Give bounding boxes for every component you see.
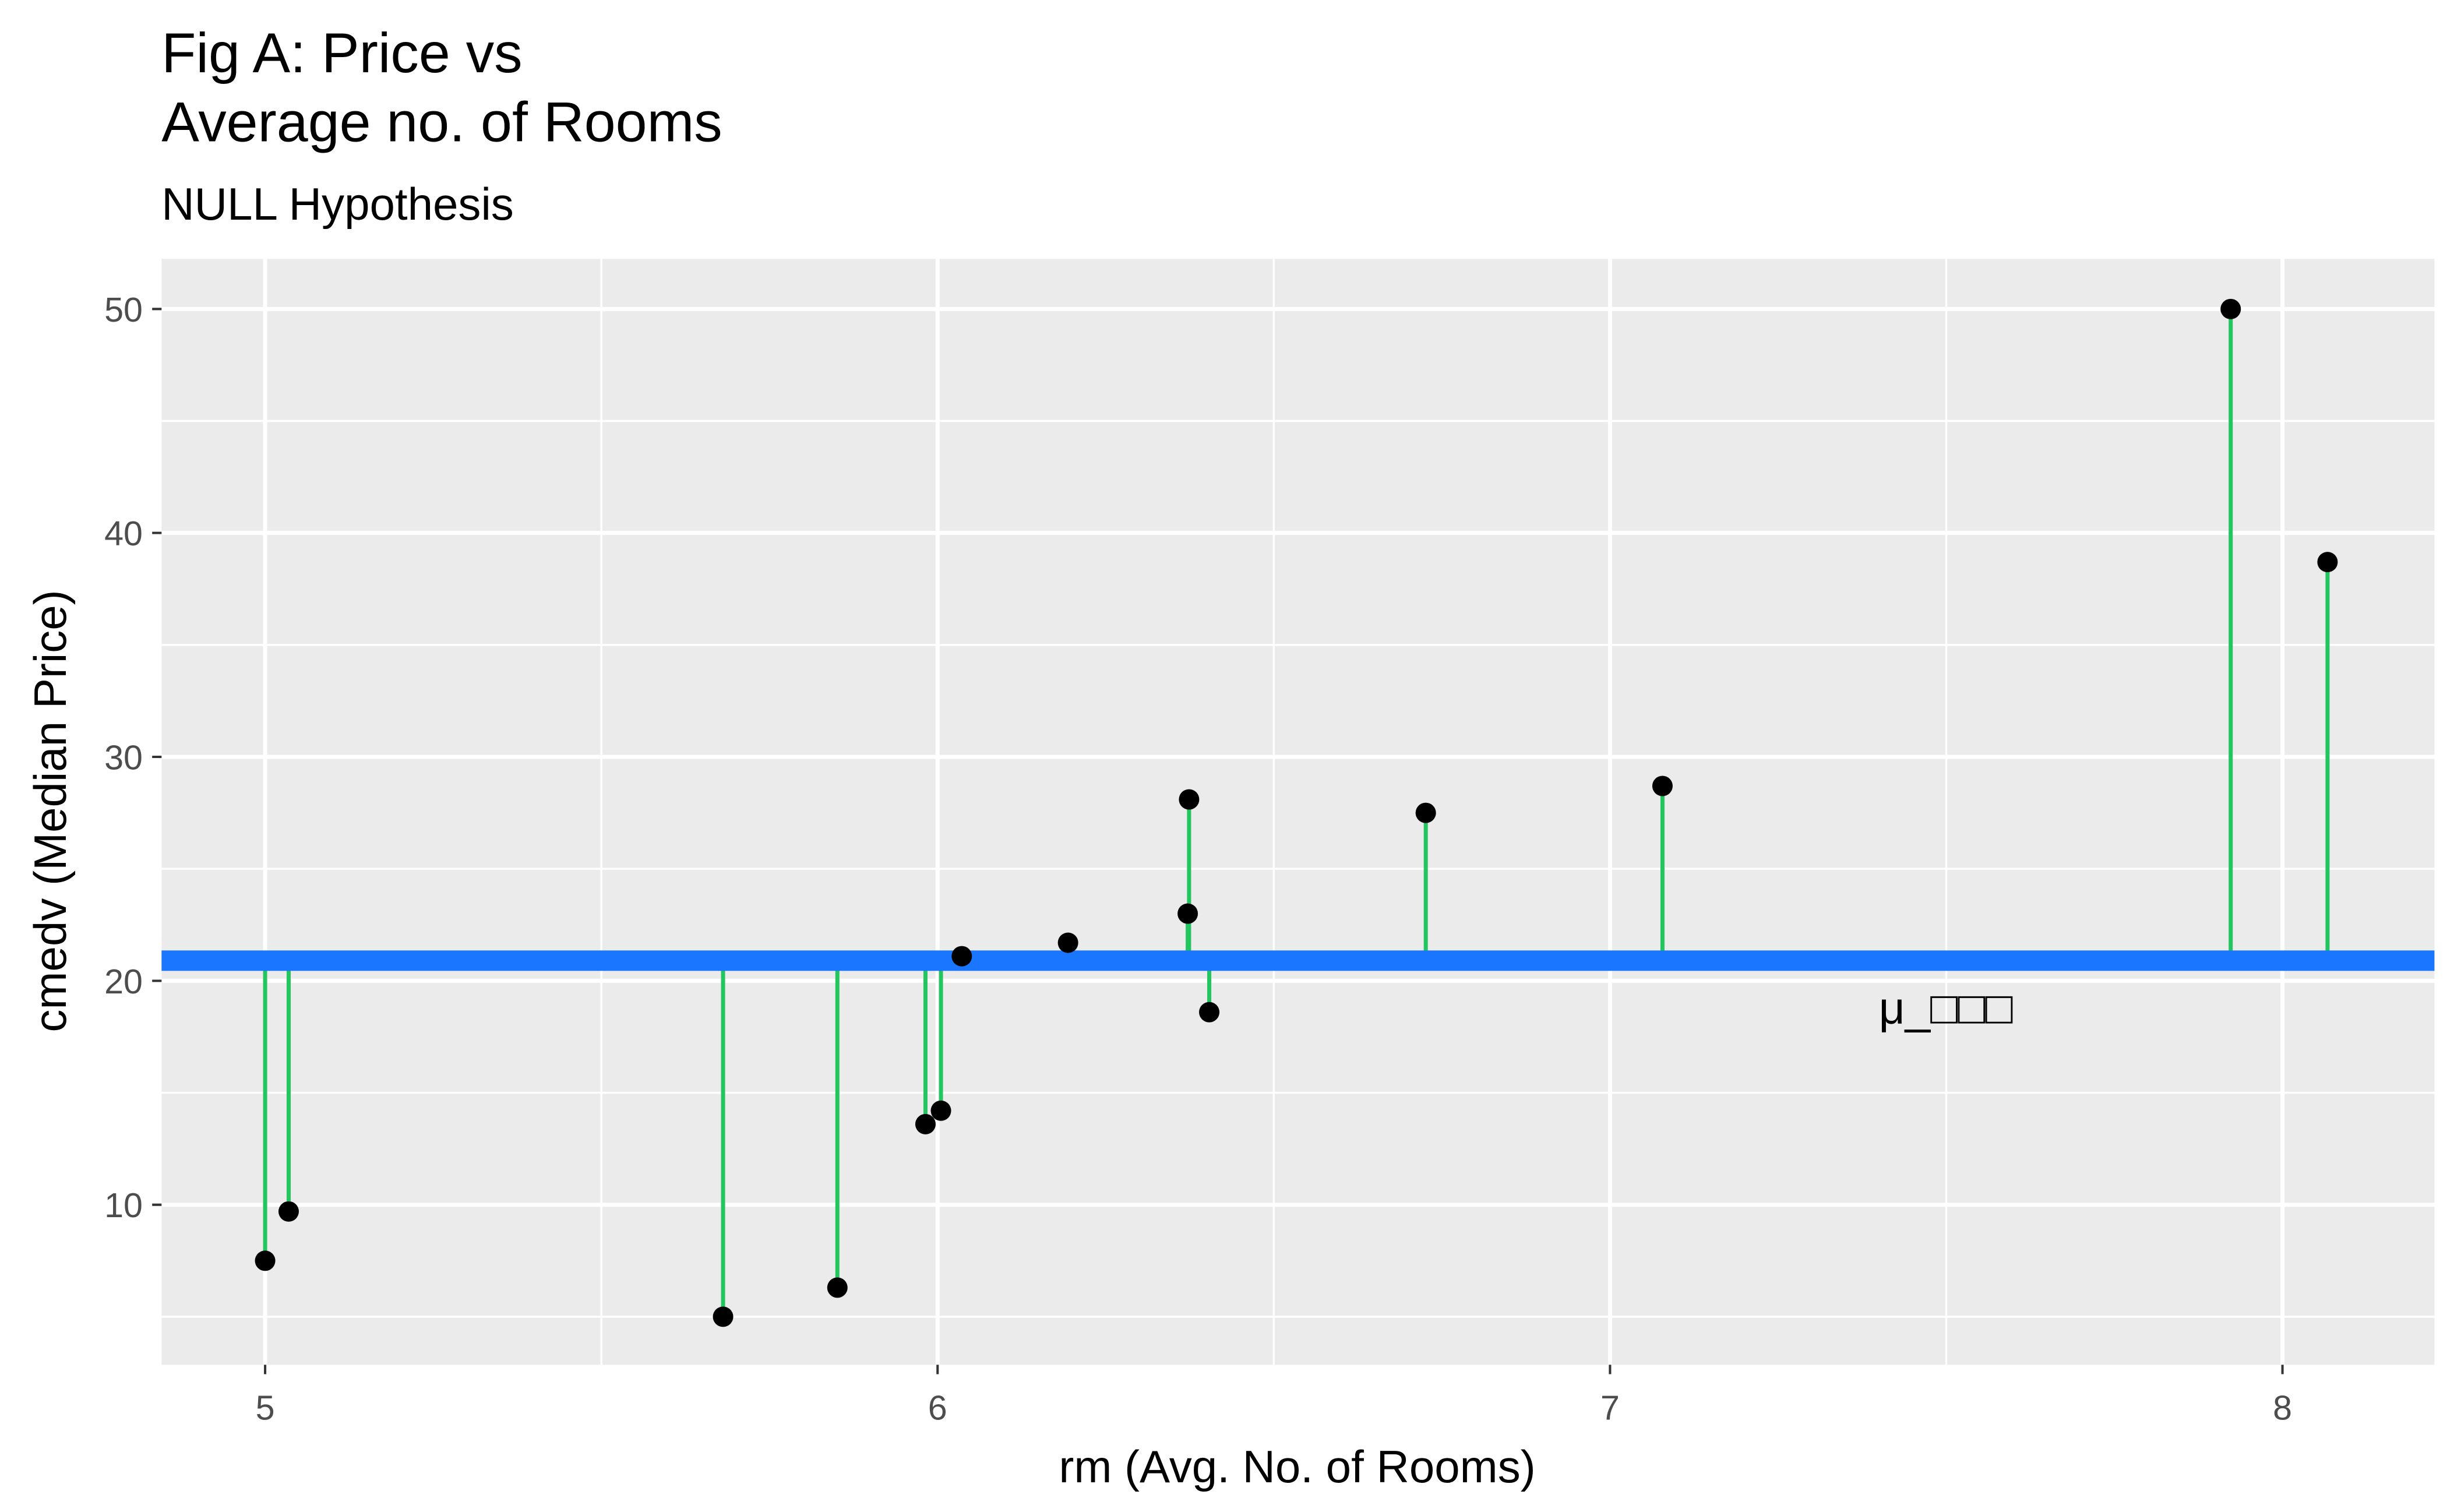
y-tick-label: 10 <box>104 1186 143 1225</box>
x-axis-title: rm (Avg. No. of Rooms) <box>1059 1441 1535 1492</box>
point <box>713 1306 734 1327</box>
x-tick-label: 5 <box>256 1388 275 1428</box>
y-tick-label: 50 <box>104 290 143 329</box>
chart-title: Fig A: Price vs Average no. of Rooms <box>161 21 722 153</box>
point <box>1415 802 1436 823</box>
y-tick-label: 20 <box>104 962 143 1001</box>
point <box>2317 552 2338 573</box>
y-axis-title: cmedv (Median Price) <box>24 590 76 1032</box>
y-tick-label: 40 <box>104 514 143 553</box>
point <box>951 946 972 967</box>
point <box>2220 298 2241 319</box>
point <box>930 1100 951 1121</box>
point <box>1179 789 1200 810</box>
y-tick-label: 30 <box>104 738 143 777</box>
annotation: μ_□□□ <box>1879 982 2013 1033</box>
point <box>915 1113 936 1134</box>
point <box>255 1250 276 1271</box>
chart-subtitle: NULL Hypothesis <box>161 178 514 230</box>
point <box>1652 776 1673 796</box>
x-tick-label: 8 <box>2273 1388 2292 1428</box>
plot-panel <box>161 259 2435 1365</box>
point <box>1057 932 1078 953</box>
point <box>1177 903 1198 924</box>
point <box>278 1201 299 1222</box>
x-tick-label: 7 <box>1600 1388 1620 1428</box>
x-tick-label: 6 <box>928 1388 947 1428</box>
point <box>1199 1002 1220 1023</box>
point <box>827 1277 848 1298</box>
